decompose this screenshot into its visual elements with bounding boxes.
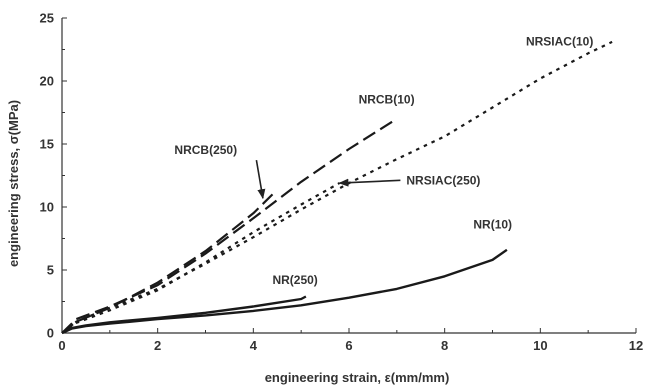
axes [61, 18, 636, 334]
x-tick-label: 4 [250, 338, 258, 353]
series-line-nrcb-10 [61, 117, 398, 334]
x-tick-label: 10 [533, 338, 547, 353]
x-tick-label: 6 [345, 338, 352, 353]
series-line-nr-250 [61, 295, 307, 335]
series-line-nrcb-250 [61, 193, 274, 334]
y-axis-title: engineering stress, σ(MPa) [6, 100, 21, 267]
series-label: NRCB(10) [359, 93, 415, 107]
x-tick-label: 0 [58, 338, 65, 353]
annotation-arrow [255, 159, 266, 200]
annotation-arrow [338, 178, 401, 187]
series-label: NRCB(250) [174, 143, 237, 157]
y-tick-label: 25 [40, 11, 54, 26]
series-label: NRSIAC(250) [406, 173, 480, 187]
y-tick-label: 0 [47, 326, 54, 341]
series-label: NR(10) [473, 217, 512, 231]
y-tick-label: 20 [40, 74, 54, 89]
x-axis-title: engineering strain, ε(mm/mm) [265, 370, 450, 385]
x-tick-label: 12 [629, 338, 643, 353]
ticks: 0 5 10 15 20 25 0 2 4 6 8 10 12 [40, 11, 644, 354]
series-label: NR(250) [272, 273, 317, 287]
x-tick-label: 8 [441, 338, 448, 353]
series-label: NRSIAC(10) [526, 35, 593, 49]
y-tick-label: 10 [40, 200, 54, 215]
y-tick-label: 5 [47, 263, 54, 278]
x-tick-label: 2 [154, 338, 161, 353]
annotations-group: NRSIAC(10) NRCB(10) NRCB(250) NRSIAC(250) NR… [174, 35, 593, 287]
series-group [61, 40, 613, 335]
y-tick-label: 15 [40, 137, 54, 152]
